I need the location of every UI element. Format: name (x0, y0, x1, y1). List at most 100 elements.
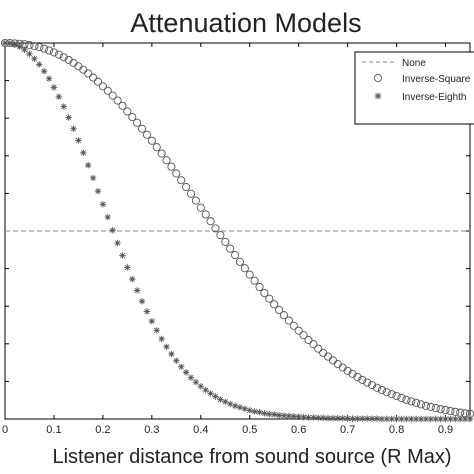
x-tick-label: 0.8 (389, 424, 404, 436)
inverse-square-point (147, 136, 156, 145)
inverse-eighth-point (334, 415, 342, 422)
inverse-square-point (250, 276, 259, 285)
inverse-eighth-point (197, 383, 204, 390)
inverse-eighth-point (378, 415, 386, 423)
inverse-square-point (172, 169, 181, 178)
inverse-square-point (89, 73, 98, 82)
inverse-square-point (260, 288, 269, 298)
inverse-eighth-point (256, 409, 263, 416)
inverse-eighth-point (373, 415, 381, 422)
inverse-eighth-point (163, 343, 170, 351)
inverse-square-point (108, 91, 117, 100)
inverse-square-point (309, 340, 318, 349)
legend-label-inverse-square: Inverse-Square (402, 74, 471, 85)
inverse-square-point (226, 244, 235, 253)
plot-area: 0 0.1 0.2 0.3 0.4 0.5 0.6 0.7 0.8 0.9 (0, 38, 474, 436)
inverse-eighth-point (300, 413, 307, 421)
inverse-eighth-point (187, 374, 195, 381)
inverse-square-point (324, 352, 333, 361)
inverse-eighth-point (26, 50, 33, 58)
inverse-square-point (392, 392, 401, 401)
inverse-eighth-point (129, 275, 136, 283)
inverse-square-point (407, 397, 416, 406)
chart-title: Attenuation Models (130, 8, 361, 38)
inverse-eighth-point (21, 46, 28, 53)
inverse-square-point (412, 398, 421, 407)
x-axis-label: Listener distance from sound source (R M… (52, 446, 451, 468)
inverse-eighth-point (60, 103, 67, 110)
inverse-eighth-point (457, 415, 464, 423)
inverse-eighth-point (173, 357, 180, 364)
inverse-square-point (152, 143, 161, 152)
inverse-square-point (118, 101, 127, 110)
x-tick-label: 0 (2, 424, 8, 436)
inverse-eighth-point (85, 162, 92, 169)
inverse-eighth-point (461, 415, 469, 423)
inverse-eighth-point (290, 413, 297, 420)
x-tick-label: 0.2 (95, 424, 110, 436)
inverse-square-point (446, 407, 455, 416)
inverse-eighth-point (359, 415, 366, 422)
inverse-eighth-point (422, 415, 430, 423)
x-tick-label: 0.9 (438, 424, 453, 436)
inverse-eighth-point (11, 41, 18, 48)
inverse-eighth-point (212, 393, 219, 400)
inverse-square-point (186, 189, 196, 198)
inverse-square-point (417, 400, 426, 409)
x-tick-label: 0.5 (242, 424, 257, 436)
inverse-square-point (35, 43, 44, 52)
inverse-eighth-point (231, 402, 239, 410)
inverse-square-point (304, 335, 313, 345)
x-tick-label: 0.7 (340, 424, 355, 436)
inverse-square-point (182, 182, 191, 192)
inverse-square-point (402, 395, 411, 404)
inverse-eighth-point (417, 415, 425, 423)
inverse-square-point (231, 251, 240, 260)
legend: None Inverse-Square Inverse-Eighth (354, 51, 474, 125)
inverse-square-point (157, 149, 166, 158)
inverse-eighth-point (207, 390, 214, 397)
inverse-eighth-point (178, 363, 185, 370)
inverse-eighth-point (148, 318, 156, 325)
inverse-square-point (289, 321, 298, 330)
inverse-eighth-point (266, 410, 273, 418)
inverse-eighth-point (383, 415, 390, 423)
legend-label-none: None (402, 58, 426, 69)
inverse-eighth-point (354, 415, 361, 422)
inverse-eighth-point (143, 308, 151, 315)
inverse-square-point (235, 257, 244, 266)
inverse-eighth-point (1, 39, 9, 47)
inverse-square-point (128, 113, 137, 122)
legend-swatch-inverse-square (373, 73, 383, 83)
inverse-eighth-point (368, 415, 376, 422)
inverse-square-point (40, 44, 49, 53)
inverse-eighth-point (168, 350, 175, 358)
inverse-square-point (284, 316, 293, 325)
inverse-square-point (270, 300, 279, 309)
inverse-square-point (372, 383, 382, 392)
inverse-eighth-point (271, 411, 278, 418)
inverse-square-point (221, 237, 230, 246)
inverse-square-point (431, 404, 440, 413)
inverse-eighth-point (339, 415, 346, 422)
inverse-eighth-point (70, 125, 77, 132)
inverse-eighth-point (226, 400, 234, 408)
inverse-square-point (387, 390, 396, 399)
inverse-square-point (49, 48, 58, 57)
inverse-eighth-point (45, 75, 53, 82)
inverse-square-point (123, 107, 132, 116)
inverse-square-point (206, 217, 215, 226)
inverse-square-point (45, 46, 54, 55)
inverse-eighth-point (295, 413, 302, 420)
inverse-eighth-point (285, 412, 293, 420)
inverse-eighth-point (427, 415, 435, 423)
inverse-square-point (245, 270, 254, 279)
inverse-square-point (133, 118, 142, 127)
inverse-eighth-point (310, 414, 317, 421)
inverse-eighth-point (75, 137, 82, 144)
inverse-eighth-point (437, 415, 444, 423)
inverse-eighth-point (403, 415, 410, 423)
inverse-eighth-point (192, 378, 200, 386)
legend-swatch-inverse-eighth (374, 92, 382, 100)
